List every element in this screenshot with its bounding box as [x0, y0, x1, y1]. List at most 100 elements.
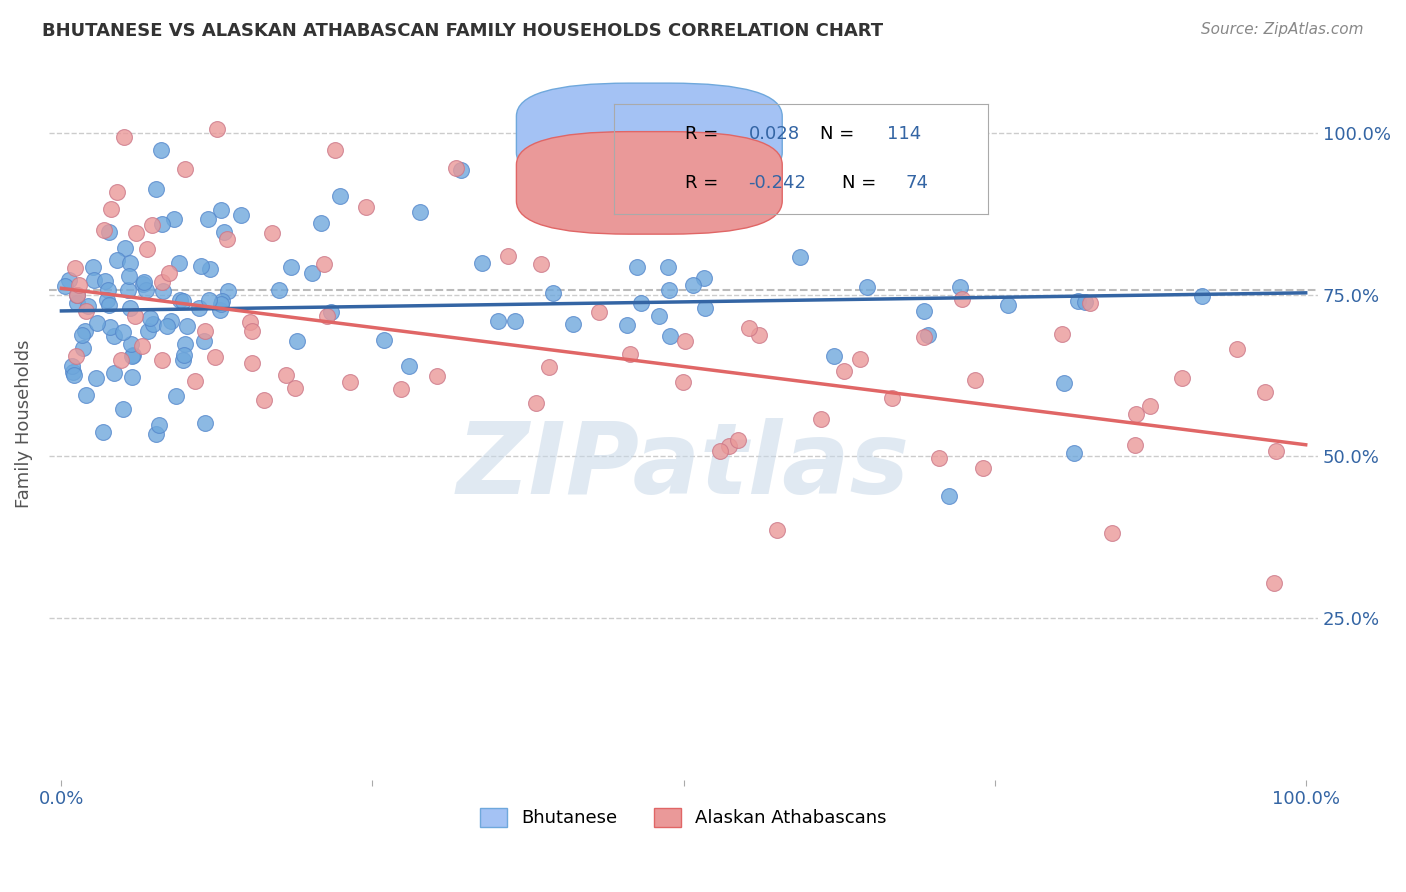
Point: [93, 223, 115, 237]
Point: [97, 284, 120, 298]
Point: [1078, 296, 1101, 310]
Point: [208, 303, 231, 318]
Point: [194, 416, 217, 430]
Point: [1139, 399, 1161, 413]
Point: [253, 392, 276, 407]
Point: [112, 401, 135, 416]
Point: [212, 225, 235, 239]
Point: [105, 253, 128, 268]
Point: [63, 368, 86, 383]
Point: [619, 346, 641, 360]
Point: [821, 186, 844, 201]
Point: [810, 412, 832, 426]
Text: Source: ZipAtlas.com: Source: ZipAtlas.com: [1201, 22, 1364, 37]
Point: [693, 270, 716, 285]
Point: [280, 260, 302, 274]
Point: [823, 349, 845, 363]
Point: [152, 276, 174, 290]
Point: [156, 319, 179, 334]
Point: [398, 359, 420, 373]
Point: [285, 334, 308, 349]
Point: [657, 260, 679, 274]
Point: [167, 256, 190, 270]
Point: [165, 389, 187, 403]
Point: [765, 523, 787, 537]
Point: [66, 288, 89, 302]
Point: [917, 328, 939, 343]
Point: [150, 352, 173, 367]
Point: [648, 309, 671, 323]
Point: [100, 202, 122, 216]
Point: [198, 262, 221, 277]
Point: [329, 189, 352, 203]
Point: [389, 382, 412, 396]
Point: [86, 317, 108, 331]
Point: [53, 279, 76, 293]
Point: [72, 341, 94, 355]
Point: [748, 328, 770, 343]
Point: [67, 277, 90, 292]
Point: [1265, 444, 1288, 458]
Point: [84, 370, 107, 384]
Point: [312, 257, 335, 271]
Point: [172, 352, 194, 367]
Point: [997, 298, 1019, 312]
Point: [616, 318, 638, 332]
Point: [727, 433, 749, 447]
Point: [578, 202, 600, 216]
Point: [856, 280, 879, 294]
Point: [110, 352, 132, 367]
Point: [718, 439, 741, 453]
Point: [157, 267, 180, 281]
Point: [125, 226, 148, 240]
Point: [274, 368, 297, 383]
Point: [1125, 407, 1147, 421]
Point: [184, 374, 207, 388]
Point: [1067, 294, 1090, 309]
Point: [284, 381, 307, 395]
Point: [173, 348, 195, 362]
Point: [122, 348, 145, 362]
Point: [1050, 326, 1073, 341]
Point: [356, 201, 378, 215]
Point: [1101, 525, 1123, 540]
Point: [301, 266, 323, 280]
Point: [193, 334, 215, 349]
Point: [672, 376, 695, 390]
Point: [150, 143, 173, 157]
Point: [444, 161, 467, 175]
Point: [524, 396, 547, 410]
Point: [693, 301, 716, 316]
Point: [82, 260, 104, 274]
Point: [98, 319, 121, 334]
Point: [339, 375, 361, 389]
Point: [176, 319, 198, 334]
Point: [972, 460, 994, 475]
Point: [117, 268, 139, 283]
Point: [111, 325, 134, 339]
Point: [75, 324, 97, 338]
Point: [83, 273, 105, 287]
Point: [239, 315, 262, 329]
Point: [323, 143, 346, 157]
Point: [131, 338, 153, 352]
Point: [124, 309, 146, 323]
Point: [142, 318, 165, 332]
Point: [673, 334, 696, 348]
Point: [562, 318, 585, 332]
Point: [1053, 376, 1076, 391]
Point: [121, 350, 143, 364]
Point: [659, 328, 682, 343]
Point: [114, 241, 136, 255]
Point: [588, 305, 610, 319]
Point: [211, 294, 233, 309]
Point: [194, 324, 217, 338]
Point: [117, 283, 139, 297]
Legend: Bhutanese, Alaskan Athabascans: Bhutanese, Alaskan Athabascans: [472, 801, 894, 835]
Point: [240, 324, 263, 338]
Point: [148, 417, 170, 432]
Point: [58, 273, 80, 287]
Point: [965, 373, 987, 387]
Point: [63, 261, 86, 276]
Point: [269, 283, 291, 297]
